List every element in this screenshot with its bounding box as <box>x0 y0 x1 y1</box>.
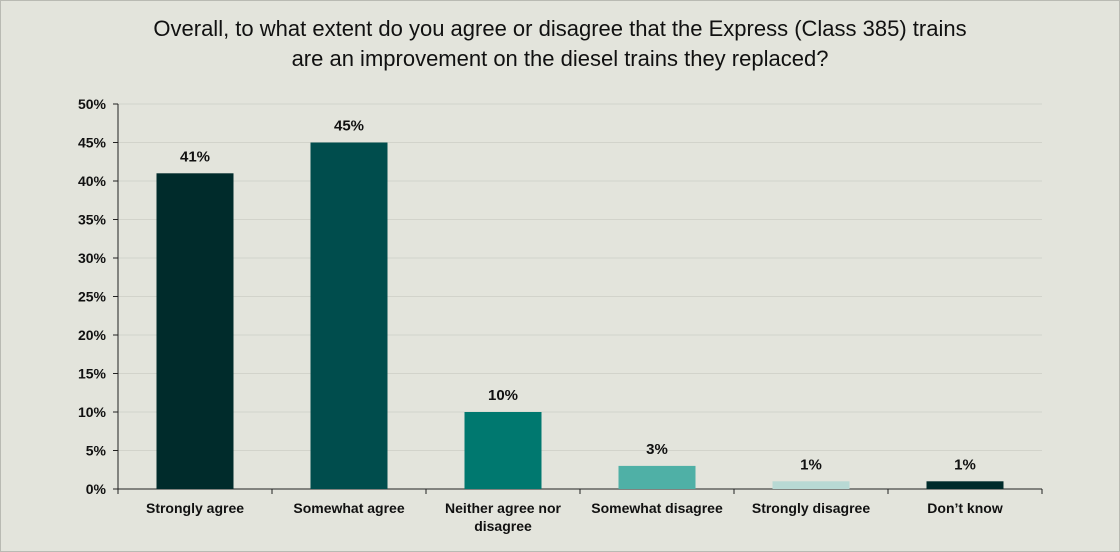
x-tick-label-line: Strongly agree <box>146 500 244 516</box>
data-label: 45% <box>334 118 364 135</box>
chart-title: Overall, to what extent do you agree or … <box>0 14 1120 74</box>
x-tick-label-line: disagree <box>474 518 532 534</box>
data-label: 1% <box>800 456 822 473</box>
x-tick-label-line: Neither agree nor <box>445 500 561 516</box>
data-label: 1% <box>954 456 976 473</box>
x-tick-label-line: Don’t know <box>927 500 1003 516</box>
bar <box>310 142 388 489</box>
chart-title-line-2: are an improvement on the diesel trains … <box>291 46 829 71</box>
y-tick-label: 25% <box>78 289 107 305</box>
bar <box>926 481 1004 489</box>
x-tick-label: Somewhat disagree <box>591 500 723 516</box>
y-tick-label: 15% <box>78 366 107 382</box>
data-label: 3% <box>646 441 668 458</box>
y-tick-label: 30% <box>78 250 107 266</box>
x-tick-label-line: Strongly disagree <box>752 500 870 516</box>
x-tick-label: Strongly agree <box>146 500 244 516</box>
y-tick-label: 0% <box>86 481 107 497</box>
x-tick-label: Strongly disagree <box>752 500 870 516</box>
x-tick-label-line: Somewhat agree <box>293 500 404 516</box>
x-tick-label: Don’t know <box>927 500 1003 516</box>
bar <box>772 481 850 489</box>
x-tick-label: Neither agree nor disagree <box>445 500 561 534</box>
bar <box>464 412 542 489</box>
x-tick-label: Somewhat agree <box>293 500 404 516</box>
y-tick-label: 10% <box>78 404 107 420</box>
x-tick-label-line: Somewhat disagree <box>591 500 723 516</box>
y-tick-label: 5% <box>86 443 107 459</box>
y-tick-label: 35% <box>78 212 107 228</box>
y-tick-label: 20% <box>78 327 107 343</box>
bar <box>618 465 696 489</box>
y-tick-label: 50% <box>78 96 107 112</box>
data-label: 10% <box>488 387 518 404</box>
data-label: 41% <box>180 148 210 165</box>
chart-title-line-1: Overall, to what extent do you agree or … <box>153 16 967 41</box>
bar <box>156 173 234 490</box>
y-tick-label: 40% <box>78 173 107 189</box>
y-tick-label: 45% <box>78 135 107 151</box>
